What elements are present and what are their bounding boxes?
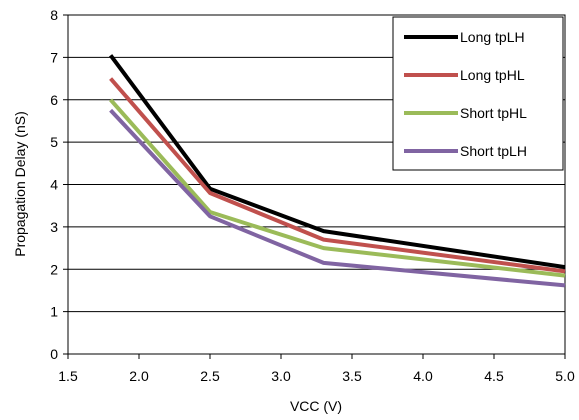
series-line-long-tphl	[109, 77, 566, 274]
legend-label: Long tpHL	[460, 67, 525, 83]
y-axis-ticks: 0 1 2 3 4 5 6 7 8	[50, 7, 68, 362]
y-tick-label: 7	[50, 49, 58, 65]
y-tick-label: 3	[50, 219, 58, 235]
x-axis-ticks: 1.5 2.0 2.5 3.0 3.5 4.0 4.5 5.0	[58, 354, 575, 384]
x-tick-label: 5.0	[555, 368, 575, 384]
x-tick-label: 3.5	[342, 368, 362, 384]
y-tick-label: 2	[50, 261, 58, 277]
y-tick-label: 0	[50, 346, 58, 362]
x-tick-label: 4.5	[484, 368, 504, 384]
series-line-short-tphl	[109, 98, 566, 278]
x-tick-label: 4.0	[413, 368, 433, 384]
y-axis-title: Propagation Delay (nS)	[12, 111, 28, 257]
x-tick-label: 2.0	[129, 368, 149, 384]
y-tick-label: 5	[50, 134, 58, 150]
series-lines	[108, 54, 566, 288]
y-tick-label: 8	[50, 7, 58, 23]
legend-box	[392, 16, 564, 171]
series-line-long-tplh	[108, 54, 566, 270]
x-axis-title: VCC (V)	[290, 398, 342, 414]
y-tick-label: 4	[50, 177, 58, 193]
y-tick-label: 1	[50, 304, 58, 320]
legend-label: Short tpLH	[460, 143, 527, 159]
legend: Long tpLH Long tpHL Short tpHL Short tpLH	[392, 16, 564, 171]
legend-label: Short tpHL	[460, 105, 527, 121]
y-tick-label: 6	[50, 92, 58, 108]
x-tick-label: 3.0	[271, 368, 291, 384]
x-tick-label: 2.5	[200, 368, 220, 384]
x-tick-label: 1.5	[58, 368, 78, 384]
legend-label: Long tpLH	[460, 29, 525, 45]
series-line-short-tplh	[109, 108, 566, 288]
